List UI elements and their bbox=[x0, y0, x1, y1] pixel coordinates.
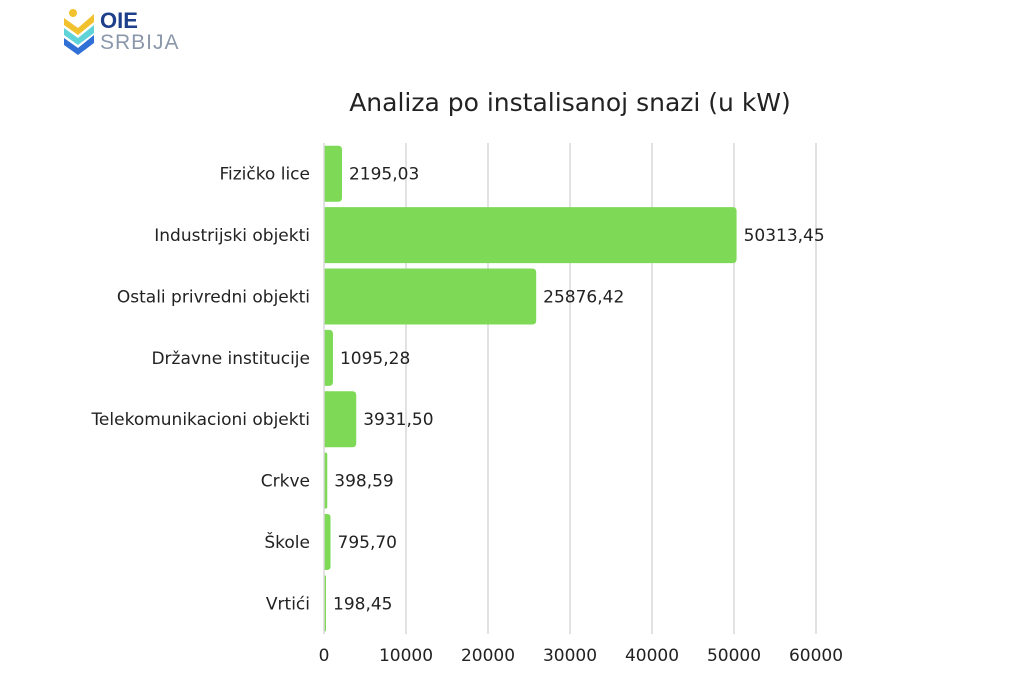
x-tick-label: 60000 bbox=[789, 646, 843, 666]
x-tick-label: 0 bbox=[319, 646, 330, 666]
data-label: 3931,50 bbox=[363, 410, 433, 430]
oie-srbija-logo: OIE SRBIJA bbox=[62, 6, 202, 56]
data-label: 1095,28 bbox=[340, 349, 410, 369]
x-tick-label: 10000 bbox=[379, 646, 433, 666]
category-label: Vrtići bbox=[266, 594, 310, 614]
bar bbox=[324, 391, 357, 448]
x-tick-label: 40000 bbox=[625, 646, 679, 666]
data-label: 398,59 bbox=[334, 472, 393, 492]
logo-chevrons-icon bbox=[64, 9, 94, 55]
category-label: Telekomunikacioni objekti bbox=[90, 410, 310, 430]
category-label: Industrijski objekti bbox=[154, 226, 310, 246]
x-tick-label: 50000 bbox=[707, 646, 761, 666]
category-label: Škole bbox=[264, 531, 310, 553]
logo-text-srbija: SRBIJA bbox=[100, 31, 180, 54]
data-label: 198,45 bbox=[333, 594, 392, 614]
x-tick-label: 30000 bbox=[543, 646, 597, 666]
bar bbox=[324, 452, 328, 509]
data-label: 50313,45 bbox=[744, 226, 825, 246]
bar bbox=[324, 145, 342, 202]
bar bbox=[324, 207, 737, 264]
bar bbox=[324, 329, 333, 386]
category-label: Fizičko lice bbox=[219, 165, 310, 185]
logo-text-oie: OIE bbox=[100, 8, 138, 33]
data-label: 2195,03 bbox=[349, 165, 419, 185]
chart-title: Analiza po instalisanoj snazi (u kW) bbox=[349, 88, 791, 117]
bar bbox=[324, 513, 331, 570]
data-label: 795,70 bbox=[338, 533, 397, 553]
data-label: 25876,42 bbox=[543, 287, 624, 307]
x-tick-label: 20000 bbox=[461, 646, 515, 666]
category-label: Državne institucije bbox=[151, 349, 310, 369]
category-label: Ostali privredni objekti bbox=[117, 287, 310, 307]
bar bbox=[324, 268, 537, 325]
category-label: Crkve bbox=[261, 472, 310, 492]
